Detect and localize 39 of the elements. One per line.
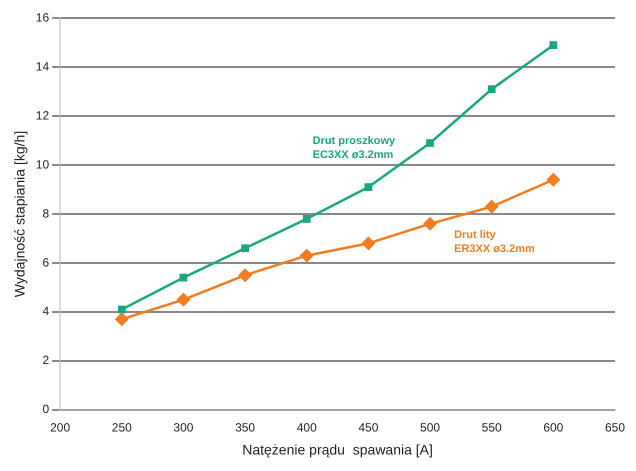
point — [300, 248, 314, 263]
point — [180, 274, 188, 282]
y-tick-label: 0 — [42, 402, 50, 416]
series-label: Drut lity ER3XX ø3.2mm — [454, 229, 536, 256]
x-tick-label: 500 — [420, 420, 440, 434]
x-tick-label: 600 — [543, 420, 564, 434]
x-tick-label: 400 — [296, 420, 318, 434]
point — [176, 292, 190, 307]
y-tick-label: 6 — [42, 255, 50, 270]
point — [302, 215, 311, 223]
y-tick-label: 10 — [36, 157, 50, 172]
x-axis-title: Natężenie prądu spawania [A] — [242, 441, 433, 458]
point — [364, 183, 372, 191]
y-axis-title: Wydajność stapiania [kg/h] — [11, 130, 28, 298]
point — [361, 236, 376, 250]
point — [238, 268, 252, 282]
x-tick-label: 650 — [604, 420, 626, 434]
x-tick-label: 450 — [358, 420, 379, 434]
y-tick-label: 2 — [42, 353, 50, 368]
point — [118, 306, 126, 314]
point — [426, 139, 434, 147]
x-tick-label: 550 — [482, 420, 502, 434]
y-tick-label: 4 — [42, 304, 50, 318]
point — [546, 172, 560, 187]
point — [549, 41, 558, 50]
y-tick-label: 14 — [36, 59, 50, 74]
point — [241, 244, 249, 252]
y-tick-label: 12 — [36, 108, 50, 122]
point — [423, 216, 438, 231]
x-tick-label: 350 — [235, 420, 256, 434]
y-tick-label: 16 — [36, 10, 50, 25]
point — [488, 85, 496, 94]
x-tick-label: 200 — [50, 420, 70, 434]
point — [114, 312, 129, 326]
point — [484, 200, 499, 214]
y-tick-label: 8 — [42, 206, 50, 220]
series-label: Drut proszkowy EC3XX ø3.2mm — [312, 135, 396, 162]
x-tick-label: 250 — [112, 420, 132, 434]
x-tick-label: 300 — [173, 420, 194, 434]
